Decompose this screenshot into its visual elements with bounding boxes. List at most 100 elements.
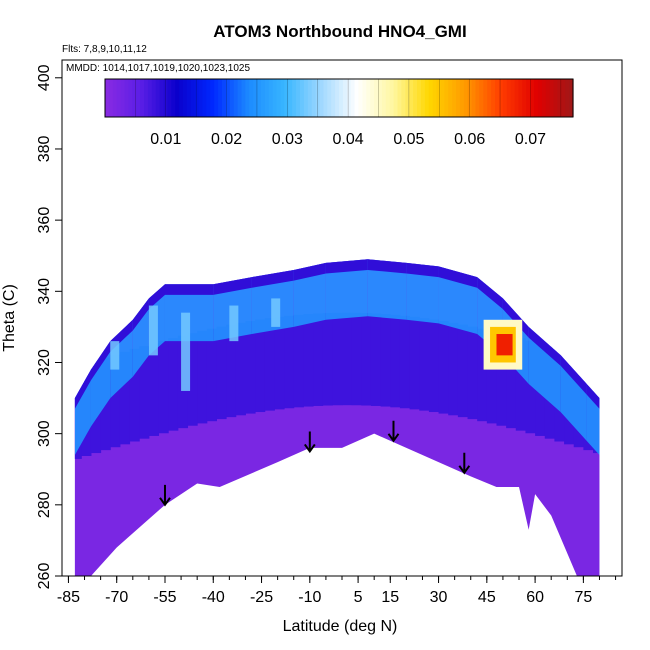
- y-tick-label: 380: [36, 136, 53, 163]
- colorbar-cell: [444, 79, 449, 117]
- colorbar-cell: [534, 79, 539, 117]
- heatmap-cell: [284, 315, 295, 409]
- colorbar-cell: [475, 79, 480, 117]
- colorbar-cell: [307, 79, 313, 117]
- colorbar-cell: [108, 79, 114, 117]
- colorbar-cell: [253, 79, 258, 117]
- colorbar-cell: [300, 79, 305, 117]
- colorbar-cell: [510, 79, 516, 117]
- colorbar-cell: [471, 79, 477, 117]
- colorbar-tick-label: 0.01: [150, 131, 181, 148]
- heatmap-cell: [428, 319, 440, 413]
- heatmap-cell: [506, 335, 517, 429]
- heatmap-cell: [216, 326, 227, 420]
- y-tick-label: 300: [36, 420, 53, 447]
- heatmap-cell: [235, 322, 246, 416]
- colorbar-cell: [428, 79, 434, 117]
- colorbar-cell: [222, 79, 227, 117]
- heatmap-cell: [448, 322, 459, 416]
- x-tick-label: -40: [202, 589, 225, 606]
- colorbar-cell: [112, 79, 118, 117]
- heatmap-cell: [603, 363, 613, 456]
- colorbar-cell: [327, 79, 332, 117]
- colorbar-cell: [374, 79, 379, 117]
- colorbar-cell: [545, 79, 551, 117]
- colorbar-cell: [151, 79, 157, 117]
- colorbar-cell: [225, 79, 231, 117]
- colorbar-cell: [389, 79, 395, 117]
- colorbar-cell: [479, 79, 484, 117]
- colorbar-cell: [358, 79, 363, 117]
- colorbar-cell: [498, 79, 504, 117]
- colorbar-cell: [167, 79, 172, 117]
- colorbar-cell: [140, 79, 145, 117]
- colorbar-cell: [319, 79, 324, 117]
- heatmap-cell: [110, 341, 120, 370]
- heatmap-cell: [477, 328, 488, 422]
- heatmap-cell: [148, 343, 160, 436]
- y-axis-label: Theta (C): [1, 284, 18, 352]
- colorbar-cell: [155, 79, 161, 117]
- colorbar-tick-label: 0.02: [211, 131, 242, 148]
- colorbar-cell: [249, 79, 254, 117]
- heatmap-cell: [197, 330, 208, 424]
- colorbar-tick-label: 0.05: [393, 131, 424, 148]
- colorbar-cell: [506, 79, 512, 117]
- colorbar-cell: [206, 79, 211, 117]
- colorbar-cell: [331, 79, 336, 117]
- colorbar-cell: [354, 79, 360, 117]
- colorbar-cell: [136, 79, 141, 117]
- colorbar-cell: [147, 79, 153, 117]
- colorbar-cell: [280, 79, 285, 117]
- colorbar-cell: [303, 79, 309, 117]
- colorbar-cell: [456, 79, 461, 117]
- colorbar-cell: [179, 79, 184, 117]
- heatmap-cell: [342, 312, 353, 406]
- heatmap-cell: [406, 259, 439, 278]
- heatmap-cell: [409, 316, 420, 410]
- x-tick-label: 75: [574, 589, 592, 606]
- colorbar-cell: [487, 79, 492, 117]
- colorbar-cell: [128, 79, 133, 117]
- heatmap-cell: [303, 314, 314, 407]
- plot-area: [74, 259, 613, 576]
- heatmap-cell: [158, 340, 169, 434]
- colorbar-cell: [452, 79, 457, 117]
- heatmap-cell: [271, 298, 281, 327]
- colorbar-cell: [491, 79, 496, 117]
- x-tick-label: -25: [250, 589, 273, 606]
- colorbar-cell: [405, 79, 410, 117]
- colorbar-cell: [463, 79, 469, 117]
- heatmap-band: [74, 312, 613, 459]
- colorbar-cell: [467, 79, 473, 117]
- heatmap-cell: [245, 321, 256, 414]
- heatmap-cell: [313, 313, 324, 406]
- heatmap-cell: [293, 314, 304, 408]
- heatmap-cell: [139, 346, 150, 439]
- colorbar-cell: [378, 79, 383, 117]
- colorbar-cell: [264, 79, 270, 117]
- heatmap-cell: [367, 259, 407, 274]
- colorbar-cell: [175, 79, 180, 117]
- heatmap-cell: [187, 333, 198, 426]
- heatmap-cell: [206, 328, 217, 422]
- heatmap-cell: [255, 319, 266, 413]
- y-tick-label: 320: [36, 349, 53, 376]
- colorbar-tick-label: 0.03: [272, 131, 303, 148]
- colorbar-cell: [541, 79, 547, 117]
- colorbar-cell: [342, 79, 348, 117]
- colorbar-cell: [159, 79, 165, 117]
- flight-marker-arrow: [159, 484, 171, 507]
- y-tick-label: 360: [36, 207, 53, 234]
- colorbar-cell: [366, 79, 371, 117]
- x-tick-label: -70: [105, 589, 128, 606]
- colorbar-cell: [214, 79, 219, 117]
- y-tick-label: 260: [36, 563, 53, 590]
- heatmap-cell: [229, 305, 239, 342]
- colorbar-tick-label: 0.06: [454, 131, 485, 148]
- colorbar-cell: [210, 79, 215, 117]
- x-tick-label: -10: [298, 589, 321, 606]
- chart-title: ATOM3 Northbound HNO4_GMI: [213, 22, 466, 41]
- heatmap-cell: [322, 313, 333, 406]
- heatmap-cell: [370, 313, 382, 406]
